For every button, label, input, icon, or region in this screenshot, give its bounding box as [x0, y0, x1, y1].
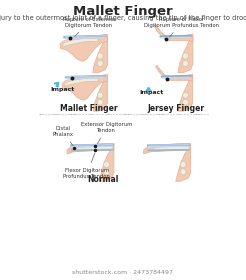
- PathPatch shape: [93, 34, 108, 73]
- Ellipse shape: [104, 169, 109, 175]
- PathPatch shape: [147, 146, 189, 152]
- Text: Mallet Finger: Mallet Finger: [73, 5, 173, 18]
- Text: Impact: Impact: [50, 87, 74, 92]
- Ellipse shape: [183, 60, 188, 66]
- Text: Normal: Normal: [87, 175, 119, 184]
- PathPatch shape: [178, 74, 193, 111]
- Text: Extensor Digitorum
Tendon: Extensor Digitorum Tendon: [81, 122, 132, 144]
- PathPatch shape: [99, 144, 114, 181]
- PathPatch shape: [160, 70, 183, 78]
- Text: Distal
Phalanx: Distal Phalanx: [52, 126, 73, 146]
- Text: Rupture of Extensor
Digitorum Tendon: Rupture of Extensor Digitorum Tendon: [63, 17, 115, 37]
- Ellipse shape: [97, 53, 103, 59]
- PathPatch shape: [70, 146, 112, 152]
- Ellipse shape: [97, 60, 103, 66]
- PathPatch shape: [93, 74, 108, 111]
- Ellipse shape: [183, 92, 188, 98]
- PathPatch shape: [60, 34, 108, 45]
- PathPatch shape: [154, 25, 193, 41]
- Text: Rupture of Flexor
Digitorum Profundus Tendon: Rupture of Flexor Digitorum Profundus Te…: [144, 17, 219, 37]
- PathPatch shape: [144, 144, 191, 154]
- PathPatch shape: [63, 38, 98, 46]
- PathPatch shape: [65, 78, 98, 86]
- PathPatch shape: [62, 74, 108, 100]
- Ellipse shape: [183, 99, 188, 105]
- Ellipse shape: [180, 169, 186, 175]
- PathPatch shape: [62, 74, 108, 84]
- Text: Impact: Impact: [139, 90, 164, 95]
- PathPatch shape: [178, 34, 193, 73]
- Text: Jersey Finger: Jersey Finger: [147, 104, 204, 113]
- Ellipse shape: [180, 161, 186, 168]
- Ellipse shape: [104, 161, 109, 168]
- PathPatch shape: [159, 30, 183, 38]
- PathPatch shape: [156, 65, 193, 81]
- PathPatch shape: [176, 144, 191, 181]
- Ellipse shape: [97, 99, 103, 105]
- Text: Flexor Digitorum
Profundus Tendon: Flexor Digitorum Profundus Tendon: [63, 153, 110, 179]
- Text: Mallet Finger: Mallet Finger: [60, 104, 118, 113]
- Ellipse shape: [97, 92, 103, 98]
- Text: shutterstock.com · 2473784497: shutterstock.com · 2473784497: [73, 270, 173, 275]
- PathPatch shape: [67, 144, 114, 154]
- PathPatch shape: [60, 34, 108, 61]
- Text: Injury to the outermost joint of a finger, causing the tip of the finger to droo: Injury to the outermost joint of a finge…: [0, 15, 246, 21]
- Ellipse shape: [183, 53, 188, 59]
